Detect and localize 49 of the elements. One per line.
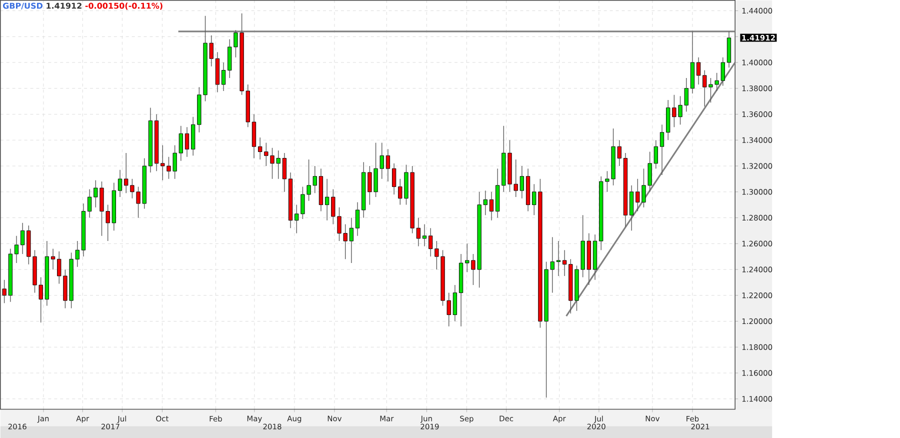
candlestick [282,152,287,192]
candlestick [221,62,226,92]
candlestick [496,168,500,218]
candlestick [324,178,330,221]
candlestick [191,116,196,156]
candlestick [562,250,567,276]
candlestick [428,228,433,257]
candlestick [654,140,658,169]
candlestick [14,235,19,264]
candlestick [2,279,6,304]
candlestick [526,168,530,212]
candlestick [8,248,12,302]
candlestick [252,114,256,158]
candlestick [629,184,634,231]
candlestick [623,152,628,228]
candlestick [87,188,92,218]
candlestick [592,234,598,280]
candlestick [452,284,458,322]
candlestick [118,169,122,198]
candlestick [660,124,664,176]
candlestick [20,222,25,254]
candlestick [355,202,360,236]
candlestick [392,162,396,195]
candlestick [288,172,293,228]
candlestick [489,191,494,221]
candlestick [154,114,159,172]
candlestick [696,56,701,85]
candlestick [148,107,153,173]
candlestick [318,168,324,212]
candlestick [422,224,427,246]
candlestick [258,137,262,160]
candlestick [215,52,220,93]
candlestick [81,203,86,257]
candlestick [386,148,390,182]
candlestick [184,126,190,158]
candlestick [44,240,50,306]
candlestick [416,217,420,246]
candlestick [556,240,561,276]
candlestick [726,31,732,68]
candlestick [246,84,250,128]
candlestick [690,31,695,94]
candlestick [50,248,56,270]
candlestick [349,217,354,264]
candlestick [178,125,183,162]
candlestick [586,232,591,286]
candlestick [458,254,464,327]
candlestick [520,166,524,199]
candlestick [666,100,670,140]
candlestick [112,182,116,231]
